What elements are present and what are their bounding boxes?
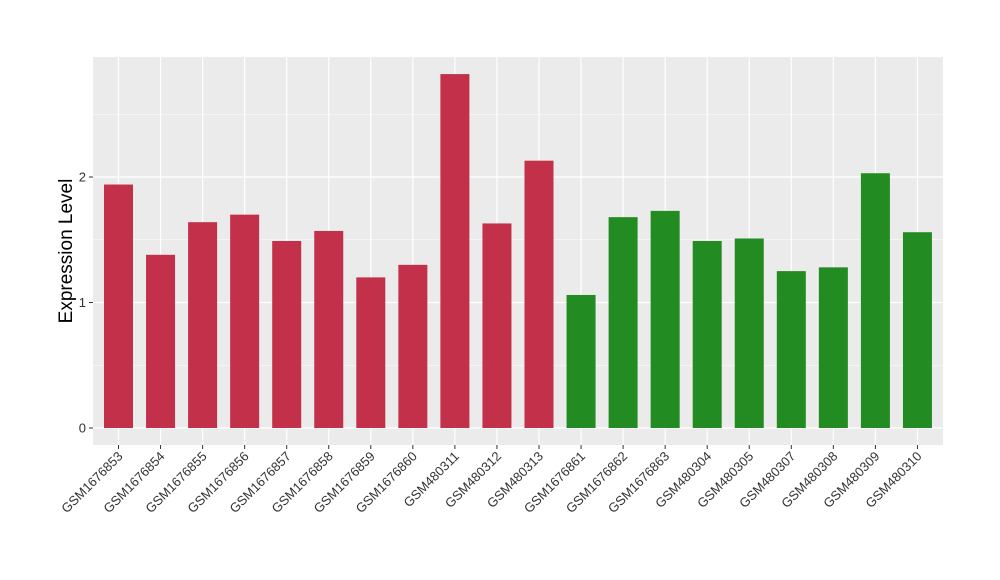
bar-GSM480305: [734, 238, 764, 428]
bar-GSM1676857: [272, 241, 302, 428]
y-axis-title: Expression Level: [56, 179, 77, 324]
bar-GSM1676856: [230, 214, 260, 428]
bar-GSM1676858: [314, 230, 344, 428]
bar-GSM1676854: [146, 254, 176, 428]
y-axis: 0 1 2: [79, 170, 93, 436]
y-tick-label: 2: [79, 170, 86, 185]
y-tick-label: 1: [79, 295, 86, 310]
bar-GSM480313: [524, 160, 554, 428]
bar-GSM1676860: [398, 264, 428, 428]
bar-GSM480309: [860, 173, 890, 428]
bar-GSM480304: [692, 241, 722, 428]
bar-GSM1676861: [566, 294, 596, 428]
y-tick-label: 0: [79, 421, 86, 436]
bar-GSM480310: [902, 232, 932, 428]
bar-GSM1676863: [650, 210, 680, 428]
bar-GSM480312: [482, 223, 512, 428]
x-axis: GSM1676853GSM1676854GSM1676855GSM1676856…: [58, 445, 925, 516]
bars: [104, 74, 932, 428]
bar-GSM1676859: [356, 277, 386, 428]
bar-GSM1676862: [608, 217, 638, 428]
bar-GSM480307: [776, 271, 806, 428]
bar-GSM480311: [440, 74, 470, 428]
bar-GSM1676855: [188, 222, 218, 428]
bar-GSM1676853: [104, 184, 133, 428]
bar-GSM480308: [818, 267, 848, 428]
plot-panel: [93, 57, 943, 445]
